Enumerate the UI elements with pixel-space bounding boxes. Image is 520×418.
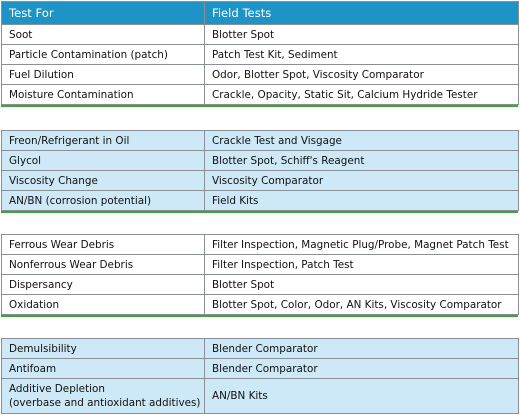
field-tests-cell: Blotter Spot	[204, 24, 519, 45]
table-row: Soot Blotter Spot	[1, 24, 519, 45]
test-for-cell: Nonferrous Wear Debris	[1, 254, 205, 275]
field-tests-cell: AN/BN Kits	[204, 378, 519, 414]
table-row: Moisture Contamination Crackle, Opacity,…	[1, 84, 519, 105]
test-for-cell: Fuel Dilution	[1, 64, 205, 85]
test-for-cell: Soot	[1, 24, 205, 45]
table-group-wear: Ferrous Wear Debris Filter Inspection, M…	[1, 234, 519, 317]
test-for-cell: Viscosity Change	[1, 170, 205, 191]
table-row: Antifoam Blender Comparator	[1, 358, 519, 379]
header-field-tests: Field Tests	[204, 1, 519, 25]
table-row: Oxidation Blotter Spot, Color, Odor, AN …	[1, 294, 519, 315]
group-divider	[1, 315, 518, 317]
field-tests-cell: Blender Comparator	[204, 338, 519, 359]
header-test-for: Test For	[1, 1, 205, 25]
field-tests-cell: Field Kits	[204, 190, 519, 211]
table-row: Freon/Refrigerant in Oil Crackle Test an…	[1, 130, 519, 151]
test-for-cell: Additive Depletion (overbase and antioxi…	[1, 378, 205, 414]
field-tests-cell: Filter Inspection, Magnetic Plug/Probe, …	[204, 234, 519, 255]
table-group-contamination: Test For Field Tests Soot Blotter Spot P…	[1, 1, 519, 107]
field-tests-cell: Blotter Spot, Schiff's Reagent	[204, 150, 519, 171]
field-tests-cell: Odor, Blotter Spot, Viscosity Comparator	[204, 64, 519, 85]
test-for-cell: Particle Contamination (patch)	[1, 44, 205, 65]
test-for-cell: Glycol	[1, 150, 205, 171]
test-for-cell: AN/BN (corrosion potential)	[1, 190, 205, 211]
test-for-cell: Antifoam	[1, 358, 205, 379]
table-row: Viscosity Change Viscosity Comparator	[1, 170, 519, 191]
table-row: Demulsibility Blender Comparator	[1, 338, 519, 359]
test-for-cell: Moisture Contamination	[1, 84, 205, 105]
test-for-cell: Ferrous Wear Debris	[1, 234, 205, 255]
field-tests-cell: Viscosity Comparator	[204, 170, 519, 191]
table-group-fluid-properties: Freon/Refrigerant in Oil Crackle Test an…	[1, 130, 519, 213]
field-tests-cell: Blender Comparator	[204, 358, 519, 379]
table-row: Additive Depletion (overbase and antioxi…	[1, 378, 519, 414]
test-for-cell: Demulsibility	[1, 338, 205, 359]
field-tests-cell: Blotter Spot	[204, 274, 519, 295]
test-for-line-1: Additive Depletion	[9, 383, 105, 395]
table-row: Fuel Dilution Odor, Blotter Spot, Viscos…	[1, 64, 519, 85]
table-row: Dispersancy Blotter Spot	[1, 274, 519, 295]
field-tests-cell: Patch Test Kit, Sediment	[204, 44, 519, 65]
test-for-cell: Freon/Refrigerant in Oil	[1, 130, 205, 151]
table-row: AN/BN (corrosion potential) Field Kits	[1, 190, 519, 211]
table-row: Nonferrous Wear Debris Filter Inspection…	[1, 254, 519, 275]
table-row: Glycol Blotter Spot, Schiff's Reagent	[1, 150, 519, 171]
test-for-cell: Oxidation	[1, 294, 205, 315]
field-tests-cell: Crackle, Opacity, Static Sit, Calcium Hy…	[204, 84, 519, 105]
test-for-cell: Dispersancy	[1, 274, 205, 295]
group-divider	[1, 211, 518, 213]
table-row: Particle Contamination (patch) Patch Tes…	[1, 44, 519, 65]
table-row: Ferrous Wear Debris Filter Inspection, M…	[1, 234, 519, 255]
field-tests-cell: Filter Inspection, Patch Test	[204, 254, 519, 275]
test-for-line-2: (overbase and antioxidant additives)	[9, 397, 201, 409]
table-group-additives: Demulsibility Blender Comparator Antifoa…	[1, 338, 519, 414]
table-header-row: Test For Field Tests	[1, 1, 519, 25]
field-tests-cell: Crackle Test and Visgage	[204, 130, 519, 151]
field-tests-cell: Blotter Spot, Color, Odor, AN Kits, Visc…	[204, 294, 519, 315]
group-divider	[1, 105, 518, 107]
